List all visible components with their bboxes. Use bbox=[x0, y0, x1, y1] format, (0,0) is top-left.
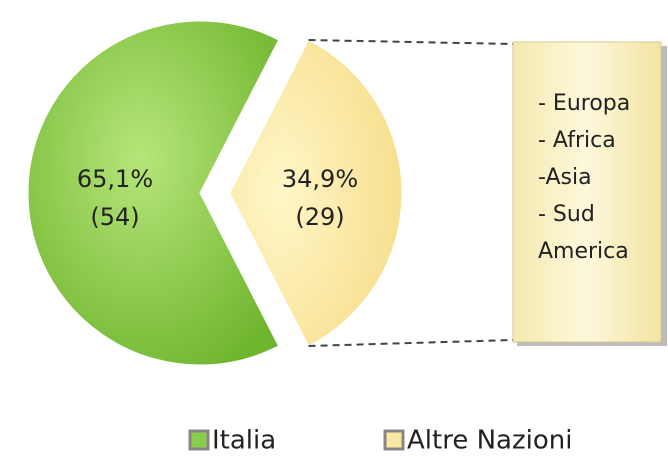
legend: Italia Altre Nazioni bbox=[188, 426, 572, 456]
connector bbox=[308, 38, 514, 45]
legend-swatch bbox=[188, 429, 210, 451]
legend-label: Altre Nazioni bbox=[407, 426, 572, 456]
callout-box bbox=[512, 41, 662, 343]
callout-line: - Africa bbox=[538, 128, 616, 153]
count-label: (54) bbox=[90, 203, 139, 231]
pie-slice bbox=[229, 39, 403, 347]
value-label: 34,9% bbox=[282, 165, 358, 193]
legend-swatch bbox=[383, 429, 405, 451]
value-label: 65,1% bbox=[77, 165, 153, 193]
pie: 65,1% (54) 34,9% (29) bbox=[27, 20, 514, 366]
legend-label: Italia bbox=[212, 426, 276, 456]
callout-line: -Asia bbox=[538, 165, 592, 190]
callout-line: America bbox=[538, 239, 629, 264]
callout-line: - Europa bbox=[538, 91, 630, 116]
callout-line: - Sud bbox=[538, 202, 595, 227]
pie-slice bbox=[27, 20, 280, 366]
connector bbox=[308, 339, 514, 348]
callout-text: - Europa - Africa -Asia - Sud America bbox=[538, 91, 630, 264]
count-label: (29) bbox=[295, 203, 344, 231]
